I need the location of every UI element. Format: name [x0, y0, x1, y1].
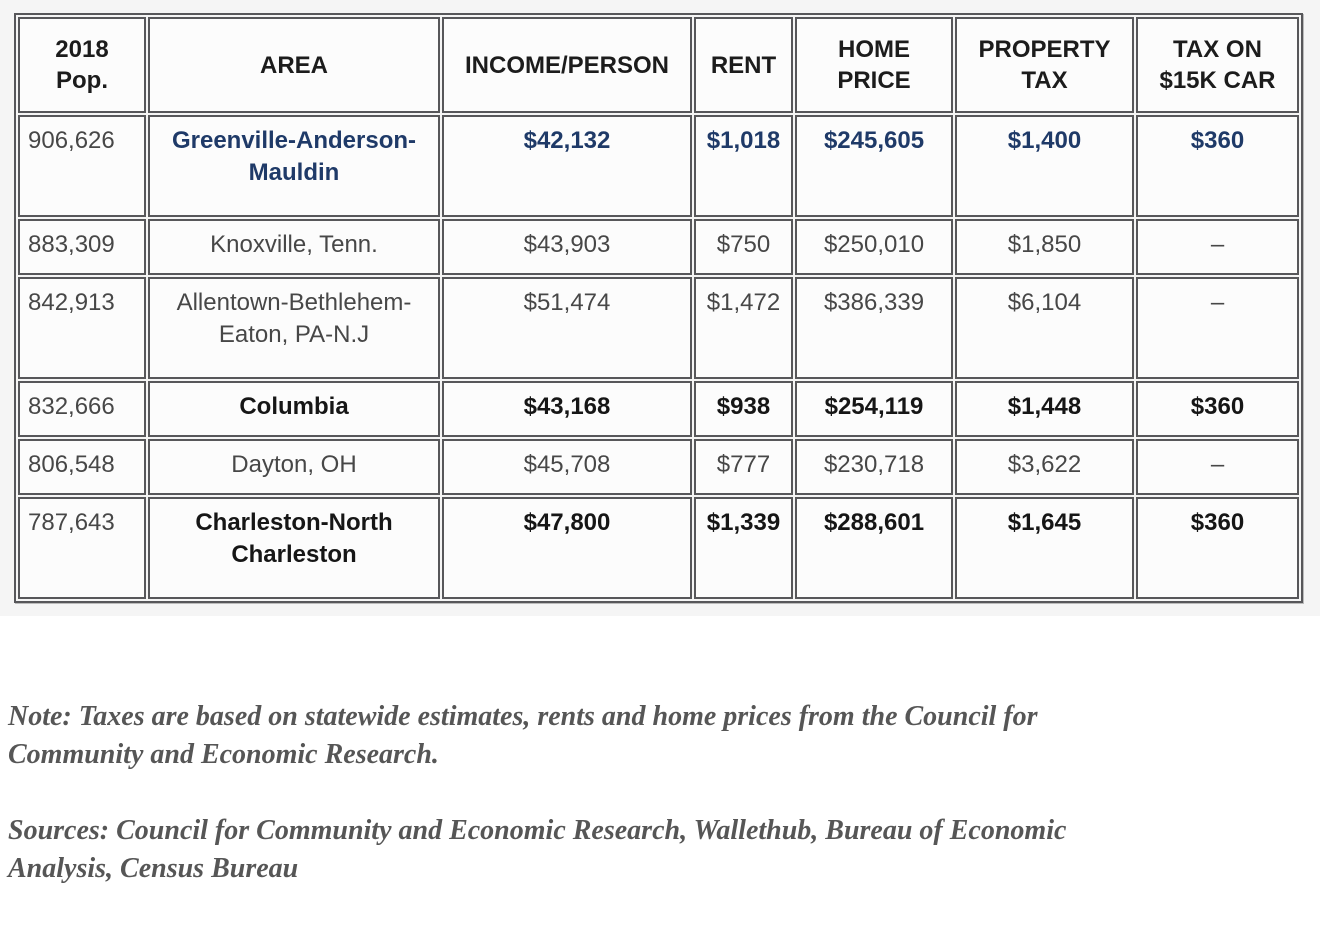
cell-home-price: $245,605 — [795, 115, 953, 217]
cell-car-tax: – — [1136, 439, 1299, 495]
cell-pop: 883,309 — [18, 219, 146, 275]
cell-income: $42,132 — [442, 115, 692, 217]
cell-rent: $938 — [694, 381, 793, 437]
table-row-greenville: 906,626 Greenville-Anderson- Mauldin $42… — [18, 115, 1299, 217]
cell-pop: 842,913 — [18, 277, 146, 379]
table-row-knoxville: 883,309 Knoxville, Tenn. $43,903 $750 $2… — [18, 219, 1299, 275]
cell-home-price: $288,601 — [795, 497, 953, 599]
cell-pop: 832,666 — [18, 381, 146, 437]
cell-income: $43,903 — [442, 219, 692, 275]
cell-home-price: $254,119 — [795, 381, 953, 437]
cell-rent: $777 — [694, 439, 793, 495]
cell-income: $47,800 — [442, 497, 692, 599]
cell-home-price: $250,010 — [795, 219, 953, 275]
cell-car-tax: $360 — [1136, 115, 1299, 217]
col-header-income: INCOME/PERSON — [442, 17, 692, 113]
cell-area: Greenville-Anderson- Mauldin — [148, 115, 440, 217]
cell-car-tax: – — [1136, 219, 1299, 275]
cell-property-tax: $1,850 — [955, 219, 1134, 275]
col-header-car-tax: TAX ON $15K CAR — [1136, 17, 1299, 113]
cell-income: $51,474 — [442, 277, 692, 379]
col-header-rent: RENT — [694, 17, 793, 113]
cell-home-price: $230,718 — [795, 439, 953, 495]
sources-text: Sources: Council for Community and Econo… — [8, 815, 1067, 884]
cell-rent: $750 — [694, 219, 793, 275]
table-row-charleston: 787,643 Charleston-North Charleston $47,… — [18, 497, 1299, 599]
header-row: 2018 Pop. AREA INCOME/PERSON RENT HOME P… — [18, 17, 1299, 113]
cell-income: $45,708 — [442, 439, 692, 495]
cell-pop: 787,643 — [18, 497, 146, 599]
cell-pop: 906,626 — [18, 115, 146, 217]
table-row-columbia: 832,666 Columbia $43,168 $938 $254,119 $… — [18, 381, 1299, 437]
cell-income: $43,168 — [442, 381, 692, 437]
cell-pop: 806,548 — [18, 439, 146, 495]
col-header-property-tax: PROPERTY TAX — [955, 17, 1134, 113]
cell-area: Allentown-Bethlehem- Eaton, PA-N.J — [148, 277, 440, 379]
cell-rent: $1,339 — [694, 497, 793, 599]
cell-property-tax: $6,104 — [955, 277, 1134, 379]
cell-property-tax: $1,645 — [955, 497, 1134, 599]
note-text: Note: Taxes are based on statewide estim… — [8, 701, 1038, 770]
col-header-area: AREA — [148, 17, 440, 113]
cell-property-tax: $1,400 — [955, 115, 1134, 217]
cell-home-price: $386,339 — [795, 277, 953, 379]
col-header-home-price: HOME PRICE — [795, 17, 953, 113]
cell-rent: $1,472 — [694, 277, 793, 379]
cell-car-tax: $360 — [1136, 381, 1299, 437]
table-row-allentown: 842,913 Allentown-Bethlehem- Eaton, PA-N… — [18, 277, 1299, 379]
cell-rent: $1,018 — [694, 115, 793, 217]
metro-comparison-table: 2018 Pop. AREA INCOME/PERSON RENT HOME P… — [14, 13, 1303, 603]
table-band: 2018 Pop. AREA INCOME/PERSON RENT HOME P… — [14, 13, 1303, 603]
cell-property-tax: $3,622 — [955, 439, 1134, 495]
cell-area: Dayton, OH — [148, 439, 440, 495]
cell-car-tax: $360 — [1136, 497, 1299, 599]
cell-property-tax: $1,448 — [955, 381, 1134, 437]
col-header-pop: 2018 Pop. — [18, 17, 146, 113]
cell-car-tax: – — [1136, 277, 1299, 379]
cell-area: Knoxville, Tenn. — [148, 219, 440, 275]
footnotes: Note: Taxes are based on statewide estim… — [0, 616, 1320, 926]
cell-area: Charleston-North Charleston — [148, 497, 440, 599]
table-row-dayton: 806,548 Dayton, OH $45,708 $777 $230,718… — [18, 439, 1299, 495]
cell-area: Columbia — [148, 381, 440, 437]
